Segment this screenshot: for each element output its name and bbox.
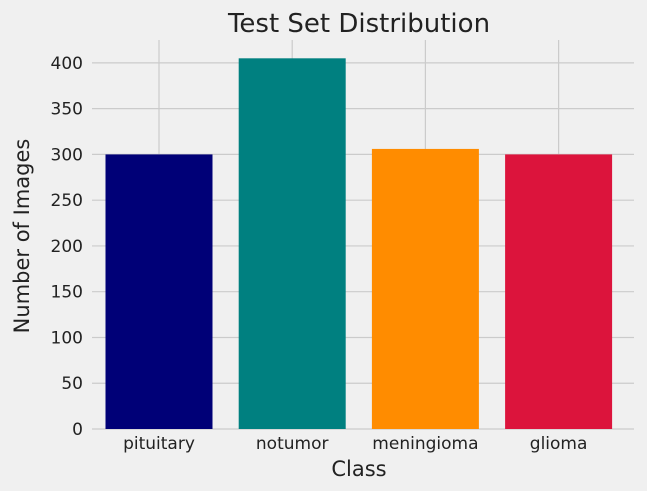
x-tick-label-meningioma: meningioma <box>372 434 478 454</box>
y-tick-label: 200 <box>51 237 83 257</box>
x-axis-label: Class <box>331 457 386 481</box>
y-tick-label: 0 <box>72 420 83 440</box>
y-tick-label: 100 <box>51 328 83 348</box>
y-tick-label: 50 <box>61 374 83 394</box>
y-tick-label: 400 <box>51 54 83 74</box>
y-axis-label: Number of Images <box>10 139 34 334</box>
y-tick-labels: 0 50 100 150 200 250 300 350 400 <box>51 54 83 440</box>
bar-glioma <box>505 154 613 430</box>
y-tick-label: 250 <box>51 191 83 211</box>
bar-pituitary <box>105 154 213 430</box>
bar-notumor <box>238 58 346 430</box>
y-tick-label: 150 <box>51 283 83 303</box>
y-tick-label: 350 <box>51 100 83 120</box>
x-tick-labels: pituitary notumor meningioma glioma <box>123 434 587 454</box>
bar-meningioma <box>371 148 479 430</box>
x-tick-label-pituitary: pituitary <box>123 434 195 454</box>
x-tick-label-glioma: glioma <box>530 434 588 454</box>
chart-title: Test Set Distribution <box>227 9 490 39</box>
y-tick-label: 300 <box>51 145 83 165</box>
bars <box>105 58 613 430</box>
x-tick-label-notumor: notumor <box>256 434 329 454</box>
